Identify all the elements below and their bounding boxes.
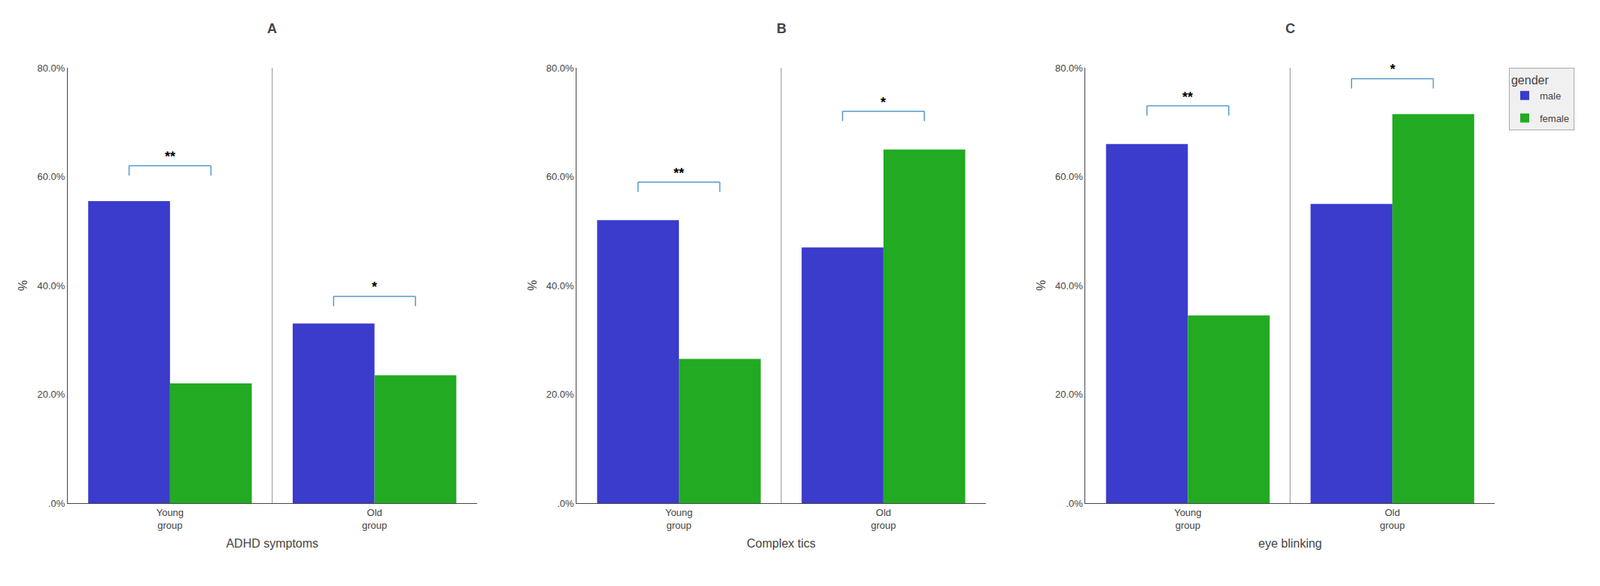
svg-text:female: female — [1539, 112, 1570, 125]
svg-text:.0%: .0% — [1065, 497, 1083, 509]
svg-text:eye blinking: eye blinking — [1258, 536, 1323, 550]
svg-text:**: ** — [1182, 89, 1193, 105]
svg-text:*: * — [1390, 61, 1396, 77]
svg-text:Younggroup: Younggroup — [665, 506, 693, 531]
svg-text:**: ** — [164, 149, 176, 165]
svg-text:%: % — [526, 279, 539, 291]
svg-text:60.0%: 60.0% — [546, 170, 575, 183]
svg-text:B: B — [776, 21, 787, 37]
svg-text:.0%: .0% — [48, 497, 66, 509]
svg-text:male: male — [1539, 90, 1561, 102]
svg-text:60.0%: 60.0% — [37, 170, 66, 183]
svg-text:Younggroup: Younggroup — [1174, 506, 1202, 531]
svg-text:Complex tics: Complex tics — [746, 536, 816, 550]
svg-text:C: C — [1285, 21, 1296, 37]
svg-text:.0%: .0% — [556, 497, 575, 509]
svg-text:Younggroup: Younggroup — [156, 506, 184, 531]
svg-text:Oldgroup: Oldgroup — [1379, 506, 1405, 531]
svg-text:ADHD symptoms: ADHD symptoms — [225, 536, 319, 550]
svg-text:20.0%: 20.0% — [546, 388, 575, 400]
svg-text:20.0%: 20.0% — [1055, 388, 1083, 400]
svg-text:40.0%: 40.0% — [37, 279, 66, 292]
svg-text:40.0%: 40.0% — [1055, 279, 1083, 292]
svg-text:*: * — [880, 94, 886, 110]
svg-text:60.0%: 60.0% — [1055, 170, 1083, 183]
svg-text:20.0%: 20.0% — [37, 388, 66, 400]
svg-text:*: * — [371, 279, 378, 295]
svg-text:80.0%: 80.0% — [1055, 62, 1083, 74]
svg-text:A: A — [267, 21, 277, 37]
svg-text:%: % — [16, 279, 30, 291]
svg-text:%: % — [1034, 279, 1048, 291]
svg-text:Oldgroup: Oldgroup — [361, 506, 387, 531]
svg-text:**: ** — [673, 165, 685, 181]
svg-text:gender: gender — [1511, 73, 1549, 87]
svg-text:80.0%: 80.0% — [546, 62, 575, 74]
svg-text:80.0%: 80.0% — [37, 62, 66, 74]
svg-text:40.0%: 40.0% — [546, 279, 575, 292]
svg-text:Oldgroup: Oldgroup — [870, 506, 896, 531]
